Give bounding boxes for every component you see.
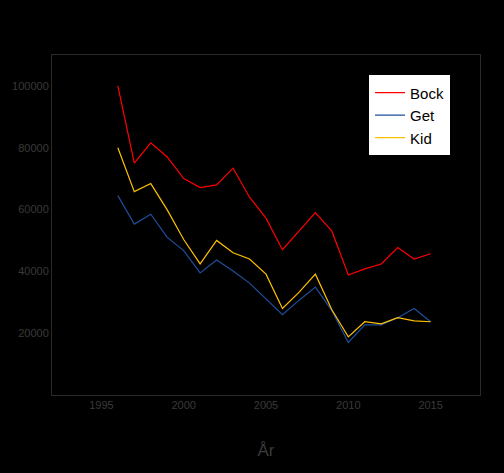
svg-text:20000: 20000 (18, 327, 49, 339)
svg-text:Get: Get (410, 107, 435, 124)
svg-text:Bock: Bock (410, 85, 444, 102)
svg-text:2010: 2010 (336, 399, 360, 411)
svg-text:Kid: Kid (410, 130, 432, 147)
svg-text:1995: 1995 (89, 399, 113, 411)
svg-text:100000: 100000 (12, 80, 49, 92)
svg-text:2015: 2015 (418, 399, 442, 411)
svg-text:2005: 2005 (254, 399, 278, 411)
svg-text:2000: 2000 (171, 399, 195, 411)
svg-text:40000: 40000 (18, 265, 49, 277)
svg-text:80000: 80000 (18, 142, 49, 154)
svg-text:År: År (258, 441, 275, 460)
svg-text:60000: 60000 (18, 203, 49, 215)
